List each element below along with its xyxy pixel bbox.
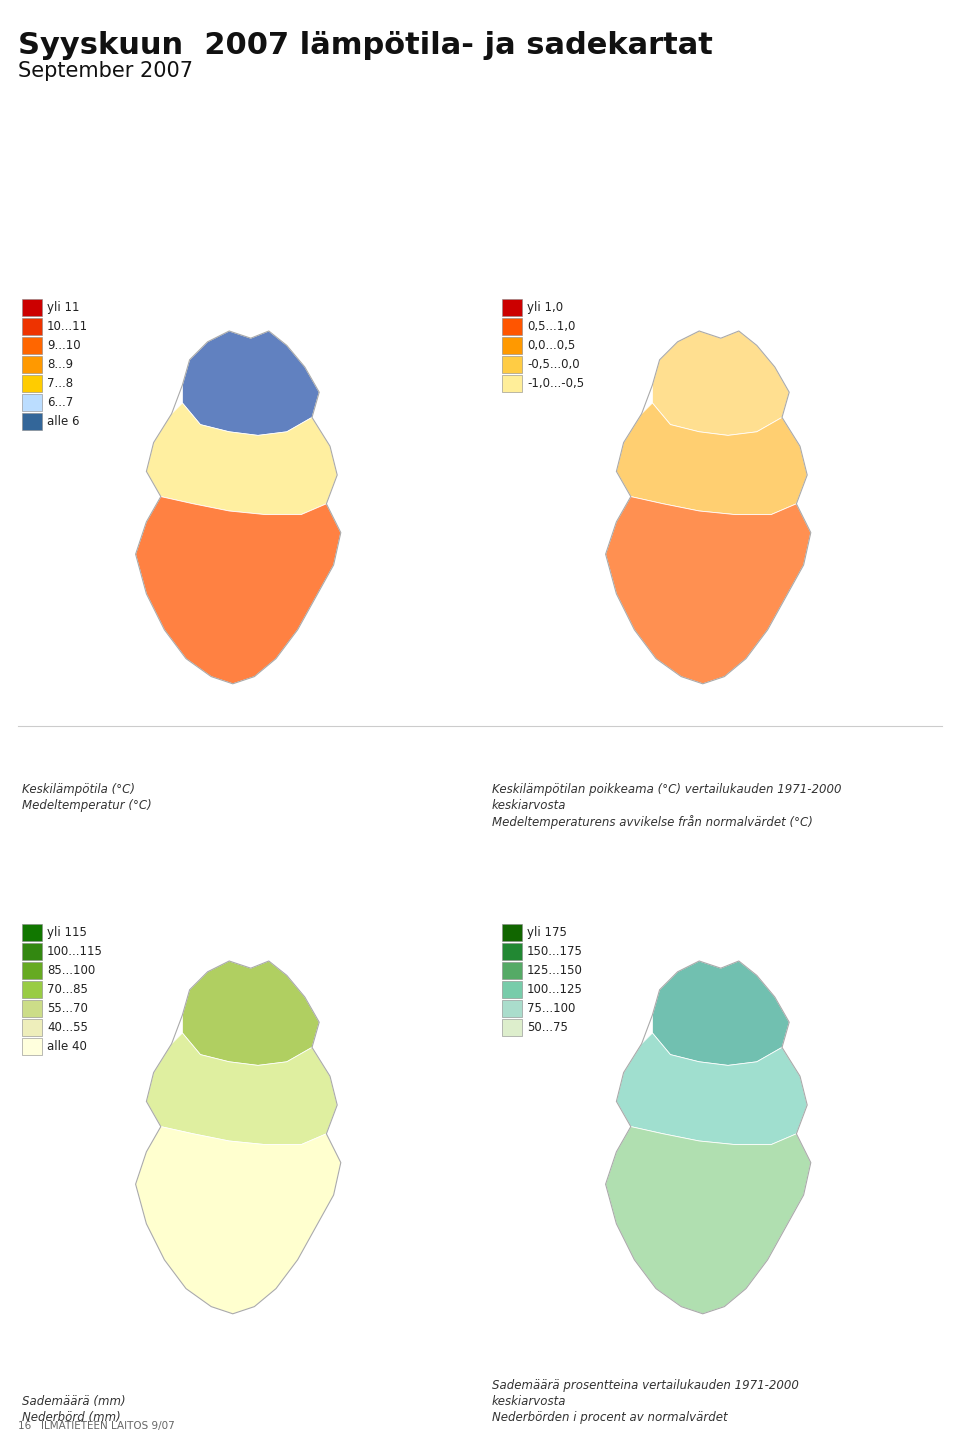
Polygon shape — [182, 331, 319, 435]
Text: 50...75: 50...75 — [527, 1022, 568, 1035]
Bar — [502, 943, 522, 961]
Text: 125...150: 125...150 — [527, 963, 583, 977]
Text: 0,5...1,0: 0,5...1,0 — [527, 321, 575, 332]
Bar — [22, 1019, 42, 1036]
Bar — [502, 337, 522, 354]
Text: yli 175: yli 175 — [527, 926, 566, 939]
Text: 75...100: 75...100 — [527, 1003, 575, 1016]
Polygon shape — [606, 496, 811, 683]
Text: keskiarvosta: keskiarvosta — [492, 1394, 566, 1407]
Text: September 2007: September 2007 — [18, 61, 193, 81]
Bar — [22, 1037, 42, 1055]
Bar — [502, 962, 522, 979]
Text: Medeltemperatur (°C): Medeltemperatur (°C) — [22, 800, 152, 813]
Bar — [22, 981, 42, 998]
Bar — [22, 395, 42, 411]
Text: 55...70: 55...70 — [47, 1003, 88, 1016]
Text: 6...7: 6...7 — [47, 396, 73, 409]
Polygon shape — [146, 403, 337, 515]
Polygon shape — [606, 1126, 811, 1313]
Text: 100...115: 100...115 — [47, 945, 103, 958]
Text: yli 1,0: yli 1,0 — [527, 300, 564, 313]
Text: 10...11: 10...11 — [47, 321, 88, 332]
Text: keskiarvosta: keskiarvosta — [492, 800, 566, 813]
Bar — [22, 318, 42, 335]
Text: 8...9: 8...9 — [47, 358, 73, 371]
Bar — [22, 374, 42, 392]
Text: 7...8: 7...8 — [47, 377, 73, 390]
Text: 0,0...0,5: 0,0...0,5 — [527, 340, 575, 353]
Bar — [22, 414, 42, 429]
Text: yli 11: yli 11 — [47, 300, 80, 313]
Bar — [502, 355, 522, 373]
Text: -0,5...0,0: -0,5...0,0 — [527, 358, 580, 371]
Polygon shape — [653, 331, 789, 435]
Text: Nederbörd (mm): Nederbörd (mm) — [22, 1410, 121, 1423]
Bar — [502, 924, 522, 942]
Bar — [22, 943, 42, 961]
Text: Keskilämpötilan poikkeama (°C) vertailukauden 1971-2000: Keskilämpötilan poikkeama (°C) vertailuk… — [492, 784, 842, 797]
Text: alle 40: alle 40 — [47, 1040, 86, 1053]
Text: 85...100: 85...100 — [47, 963, 95, 977]
Text: Syyskuun  2007 lämpötila- ja sadekartat: Syyskuun 2007 lämpötila- ja sadekartat — [18, 30, 713, 59]
Bar — [22, 1000, 42, 1017]
Bar — [502, 299, 522, 316]
Bar — [22, 337, 42, 354]
Bar — [502, 374, 522, 392]
Bar — [502, 1000, 522, 1017]
Text: 150...175: 150...175 — [527, 945, 583, 958]
Bar — [22, 299, 42, 316]
Text: -1,0...-0,5: -1,0...-0,5 — [527, 377, 584, 390]
Text: 40...55: 40...55 — [47, 1022, 88, 1035]
Text: Sademäärä (mm): Sademäärä (mm) — [22, 1394, 126, 1407]
Polygon shape — [616, 403, 807, 515]
Bar — [502, 981, 522, 998]
Text: Nederbörden i procent av normalvärdet: Nederbörden i procent av normalvärdet — [492, 1410, 728, 1423]
Polygon shape — [135, 496, 341, 683]
Bar — [502, 318, 522, 335]
Polygon shape — [135, 1126, 341, 1313]
Text: 70...85: 70...85 — [47, 982, 88, 995]
Polygon shape — [182, 961, 319, 1065]
Polygon shape — [653, 961, 789, 1065]
Text: 9...10: 9...10 — [47, 340, 81, 353]
Text: 100...125: 100...125 — [527, 982, 583, 995]
Bar — [22, 355, 42, 373]
Text: Keskilämpötila (°C): Keskilämpötila (°C) — [22, 784, 135, 797]
Text: 16   ILMATIETEEN LAITOS 9/07: 16 ILMATIETEEN LAITOS 9/07 — [18, 1421, 175, 1431]
Text: Medeltemperaturens avvikelse från normalvärdet (°C): Medeltemperaturens avvikelse från normal… — [492, 815, 813, 829]
Polygon shape — [616, 1033, 807, 1145]
Text: alle 6: alle 6 — [47, 415, 80, 428]
Polygon shape — [146, 1033, 337, 1145]
Text: yli 115: yli 115 — [47, 926, 86, 939]
Bar — [22, 924, 42, 942]
Bar — [502, 1019, 522, 1036]
Bar — [22, 962, 42, 979]
Text: Sademäärä prosentteina vertailukauden 1971-2000: Sademäärä prosentteina vertailukauden 19… — [492, 1378, 799, 1392]
